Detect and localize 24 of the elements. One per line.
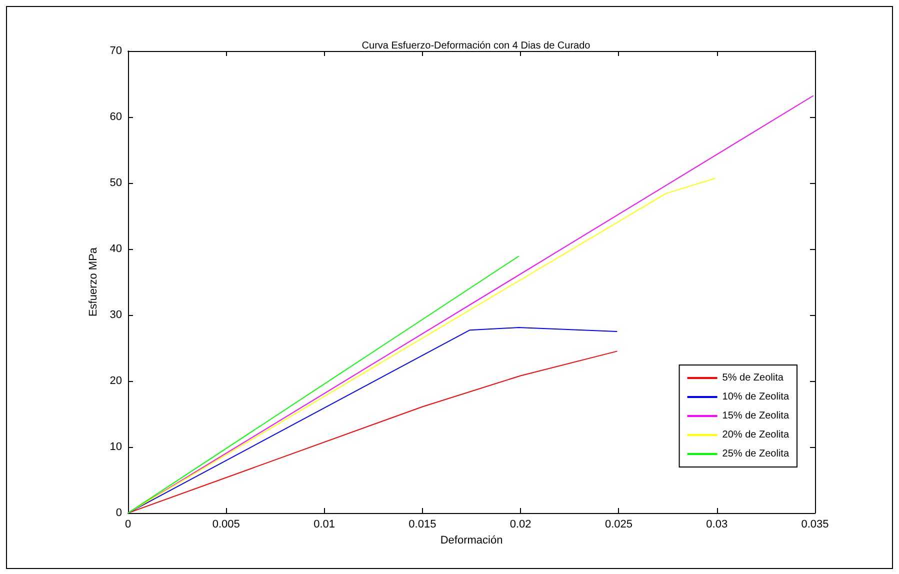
chart-title: Curva Esfuerzo-Deformación con 4 Dias de Curado: [362, 40, 591, 52]
y-tick-label: 50: [110, 177, 122, 189]
y-tick-label: 70: [110, 45, 122, 57]
legend-label: 10% de Zeolita: [722, 392, 790, 402]
x-tick-label: 0.01: [314, 518, 335, 530]
x-tick-label: 0.02: [510, 518, 532, 530]
y-tick-label: 20: [110, 375, 122, 387]
x-tick-label: 0.03: [706, 518, 728, 530]
x-axis-title: Deformación: [440, 534, 503, 546]
x-tick-label: 0.025: [604, 518, 632, 530]
legend-label: 25% de Zeolita: [722, 448, 790, 460]
x-tick-label: 0.015: [408, 518, 436, 530]
y-tick-label: 60: [110, 111, 122, 123]
y-tick-label: 40: [110, 243, 122, 255]
y-tick-label: 30: [110, 309, 122, 321]
y-tick-label: 0: [116, 507, 122, 519]
legend-label: 5% de Zeolita: [722, 372, 784, 384]
y-axis-title: Esfuerzo MPa: [87, 246, 100, 317]
x-tick-label: 0.005: [212, 518, 240, 530]
x-tick-label: 0: [124, 518, 132, 530]
x-tick-label: 0.035: [801, 518, 829, 530]
y-tick-label: 10: [110, 441, 122, 453]
legend-label: 15% de Zeolita: [722, 410, 790, 422]
legend-label: 20% de Zeolita: [722, 430, 790, 440]
